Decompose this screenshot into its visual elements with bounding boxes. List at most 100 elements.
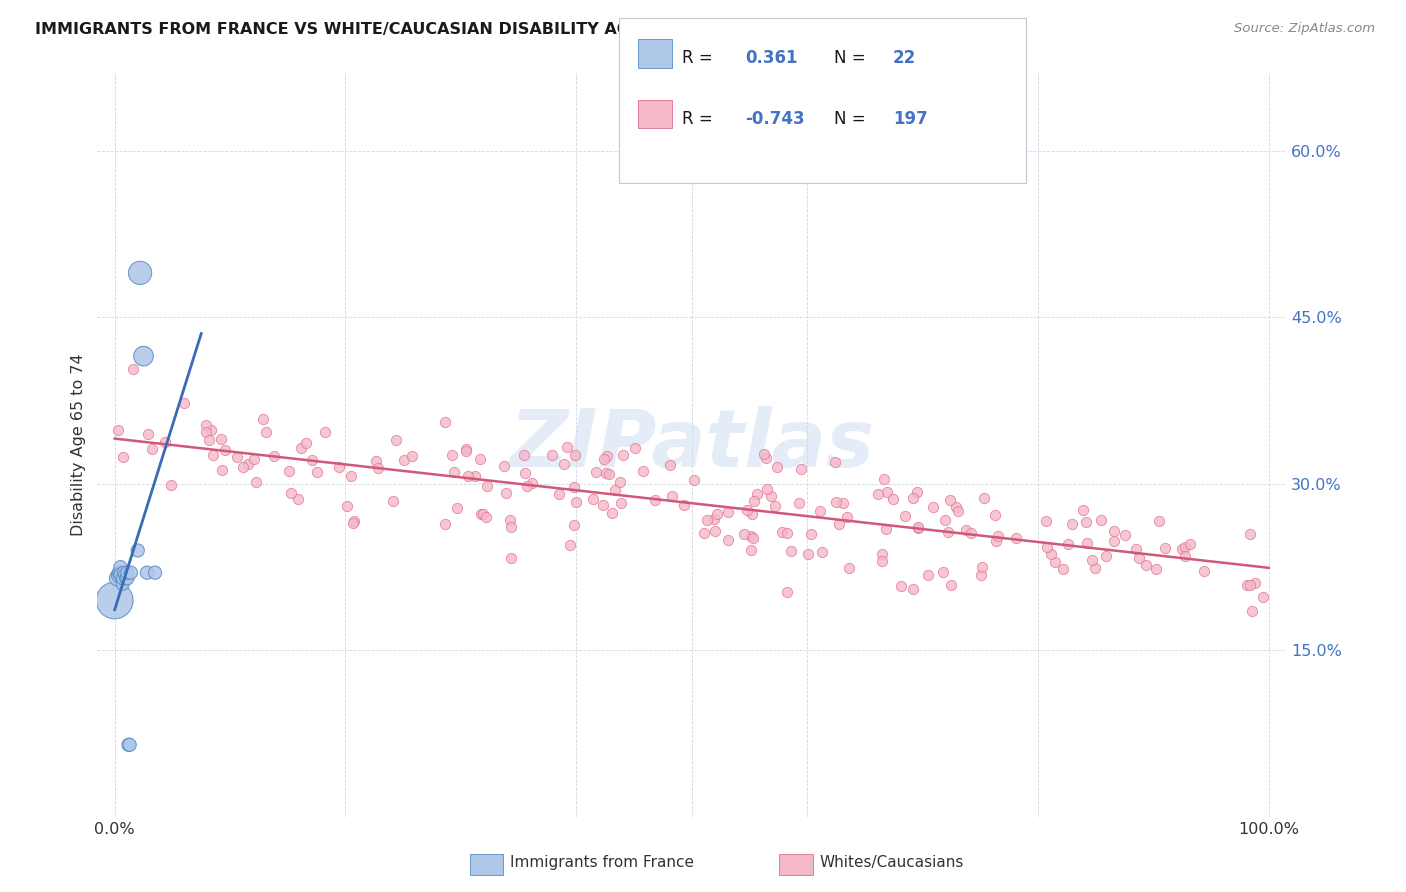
Point [1043,555,1066,569]
Point [110,568,132,582]
Point [789,462,811,476]
Point [236,457,259,471]
Point [766,459,789,474]
Point [1144,562,1167,576]
Point [959,525,981,540]
Point [593,452,616,467]
Point [592,498,614,512]
Point [827,516,849,531]
Point [1071,503,1094,517]
Point [631,464,654,478]
Point [499,519,522,533]
Point [492,459,515,474]
Point [761,489,783,503]
Point [214,443,236,458]
Point [564,448,586,462]
Point [1244,575,1267,590]
Point [835,510,858,524]
Point [295,435,318,450]
Point [600,506,623,520]
Point [838,561,860,575]
Point [983,508,1005,522]
Point [740,543,762,558]
Point [776,585,799,599]
Point [381,494,404,508]
Point [1035,514,1057,528]
Point [1194,564,1216,578]
Point [582,491,605,506]
Point [1052,562,1074,576]
Point [211,463,233,477]
Point [107,424,129,438]
Point [717,533,740,548]
Point [585,465,607,479]
Point [1174,541,1197,555]
Point [107,568,129,582]
Point [245,475,267,489]
Point [112,450,135,465]
Point [278,464,301,478]
Point [522,475,544,490]
Point [201,448,224,462]
Point [747,487,769,501]
Point [741,508,763,522]
Point [307,465,329,479]
Point [401,450,423,464]
Point [547,487,569,501]
Point [198,434,221,448]
Point [623,441,645,455]
Point [673,498,696,512]
Point [195,425,218,439]
Point [787,496,810,510]
Point [475,510,498,524]
Point [703,524,725,538]
Point [970,567,993,582]
Text: R =: R = [682,110,713,128]
Point [115,571,138,585]
Point [706,507,728,521]
Point [541,448,564,462]
Point [558,538,581,552]
Point [117,738,139,752]
Point [457,469,479,483]
Text: Immigrants from France: Immigrants from France [510,855,695,871]
Point [973,491,995,506]
Point [934,513,956,527]
Point [366,454,388,468]
Point [903,582,925,596]
Point [868,487,890,501]
Point [385,434,408,448]
Point [596,450,619,464]
Point [948,503,970,517]
Point [658,458,681,473]
Point [797,547,820,561]
Point [129,266,152,280]
Point [984,534,1007,549]
Point [301,453,323,467]
Point [733,527,755,541]
Point [1076,536,1098,550]
Point [1102,524,1125,538]
Point [159,478,181,492]
Point [132,349,155,363]
Text: 197: 197 [893,110,928,128]
Point [775,525,797,540]
Point [254,425,277,439]
Point [770,524,793,539]
Point [499,550,522,565]
Point [110,566,132,580]
Point [1241,603,1264,617]
Point [907,521,929,535]
Point [703,512,725,526]
Point [122,361,145,376]
Point [287,492,309,507]
Point [516,478,538,492]
Point [1090,513,1112,527]
Point [225,450,247,464]
Point [336,499,359,513]
Point [1005,531,1028,545]
Point [1153,541,1175,556]
Point [446,500,468,515]
Point [153,434,176,449]
Point [955,523,977,537]
